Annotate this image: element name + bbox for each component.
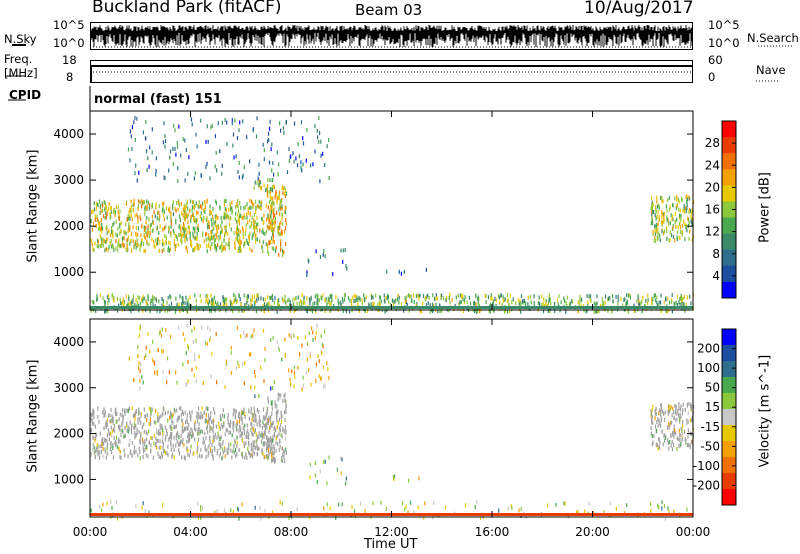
velocity-region-7 bbox=[90, 500, 688, 521]
power-region-5 bbox=[386, 267, 427, 276]
nsky-signal bbox=[90, 25, 693, 47]
xtick-label: 12:00 bbox=[374, 525, 409, 539]
velocity-frame bbox=[89, 318, 694, 518]
power-colorbar-segment bbox=[722, 265, 736, 283]
power-colorbar-segment bbox=[722, 217, 736, 235]
power-colorbar-label: 4 bbox=[712, 269, 720, 283]
power-colorbar-segment bbox=[722, 233, 736, 251]
nave-tick-bottom: 0 bbox=[708, 70, 716, 84]
x-axis-label: Time UT bbox=[364, 537, 418, 552]
nsky-label: N.Sky bbox=[4, 32, 37, 46]
velocity-region-1 bbox=[266, 392, 287, 464]
cpid-label: CPID bbox=[9, 88, 42, 102]
nsearch-tick-bottom: 10^0 bbox=[708, 36, 740, 50]
velocity-region-5 bbox=[392, 474, 420, 483]
velocity-colorbar-label: -100 bbox=[693, 459, 720, 473]
freq-tick-bottom: 8 bbox=[66, 70, 74, 84]
velocity-colorbar-label: 15 bbox=[705, 400, 720, 414]
velocity-colorbar-label: 50 bbox=[705, 381, 720, 395]
nsky-tick-bottom: 10^0 bbox=[53, 36, 85, 50]
power-colorbar-label: 28 bbox=[705, 136, 720, 150]
xtick-label: 08:00 bbox=[274, 525, 309, 539]
power-region-4 bbox=[306, 248, 348, 278]
velocity-region-2 bbox=[254, 386, 272, 399]
power-colorbar-segment bbox=[722, 153, 736, 170]
power-colorbar-segment bbox=[722, 249, 736, 267]
velocity-colorbar-segment bbox=[722, 489, 736, 506]
xtick-label: 04:00 bbox=[173, 525, 208, 539]
velocity-region-0 bbox=[90, 406, 274, 461]
nsearch-label: N.Search bbox=[747, 31, 799, 45]
velocity-colorbar-segment bbox=[722, 441, 736, 458]
beam-label: Beam 03 bbox=[355, 1, 423, 19]
velocity-ytick-label: 4000 bbox=[53, 335, 84, 349]
power-colorbar-label: 24 bbox=[705, 158, 720, 172]
velocity-ytick-label: 1000 bbox=[53, 472, 84, 486]
power-ytick-label: 2000 bbox=[53, 219, 84, 233]
power-colorbar-label: 16 bbox=[705, 203, 720, 217]
velocity-colorbar-label: -15 bbox=[700, 420, 720, 434]
nave-label: Nave bbox=[756, 63, 786, 77]
power-colorbar-segment bbox=[722, 121, 736, 138]
velocity-colorbar-segment bbox=[722, 361, 736, 378]
velocity-colorbar-segment bbox=[722, 329, 736, 346]
xtick-label: 16:00 bbox=[475, 525, 510, 539]
power-region-2 bbox=[253, 178, 275, 193]
power-ytick-label: 3000 bbox=[53, 173, 84, 187]
velocity-colorbar-segment bbox=[722, 409, 736, 426]
power-colorbar-segment bbox=[722, 185, 736, 202]
velocity-colorbar-segment bbox=[722, 457, 736, 474]
power-colorbar-label: 8 bbox=[712, 247, 720, 261]
velocity-colorbar-segment bbox=[722, 377, 736, 394]
date-label: 10/Aug/2017 bbox=[584, 0, 694, 18]
power-ytick-label: 4000 bbox=[53, 127, 84, 141]
velocity-colorbar-label: 100 bbox=[697, 361, 720, 375]
velocity-region-4 bbox=[309, 455, 347, 486]
power-frame bbox=[89, 110, 694, 311]
xtick-label: 00:00 bbox=[73, 525, 108, 539]
power-colorbar-label: 20 bbox=[705, 180, 720, 194]
nsky-tick-top: 10^5 bbox=[53, 18, 85, 32]
velocity-colorbar-label: 200 bbox=[697, 342, 720, 356]
power-scatter bbox=[90, 115, 695, 314]
power-region-6 bbox=[650, 194, 695, 243]
nsky-trace bbox=[90, 25, 693, 47]
xtick-label: 20:00 bbox=[575, 525, 610, 539]
velocity-colorbar-label: -50 bbox=[700, 439, 720, 453]
velocity-colorbar-label: -200 bbox=[693, 478, 720, 492]
velocity-colorbar-frame bbox=[721, 328, 737, 506]
cpid-mode-text: normal (fast) 151 bbox=[94, 92, 222, 107]
velocity-colorbar-segment bbox=[722, 345, 736, 362]
power-region-0 bbox=[90, 198, 275, 254]
xtick-label: 00:00 bbox=[676, 525, 711, 539]
station-title: Buckland Park (fitACF) bbox=[92, 0, 282, 17]
freq-label: Freq. bbox=[4, 52, 33, 66]
nsearch-tick-top: 10^5 bbox=[708, 18, 740, 32]
power-colorbar-segment bbox=[722, 281, 736, 299]
power-ytick-label: 1000 bbox=[53, 265, 84, 279]
velocity-colorbar-segment bbox=[722, 473, 736, 490]
power-colorbar-segment bbox=[722, 169, 736, 186]
velocity-region-6 bbox=[650, 401, 695, 452]
power-region-7 bbox=[90, 293, 694, 314]
velocity-colorbar-segment bbox=[722, 425, 736, 442]
freq-tick-top: 18 bbox=[62, 53, 77, 67]
velocity-ytick-label: 2000 bbox=[53, 427, 84, 441]
velocity-colorbar-segment bbox=[722, 393, 736, 410]
velocity-scatter bbox=[90, 323, 695, 521]
power-colorbar-segment bbox=[722, 137, 736, 154]
velocity-ytick-label: 3000 bbox=[53, 381, 84, 395]
velocity-region-3 bbox=[128, 323, 330, 392]
power-colorbar-label: 12 bbox=[705, 225, 720, 239]
nave-tick-top: 60 bbox=[708, 53, 723, 67]
power-region-3 bbox=[127, 115, 330, 184]
power-colorbar-segment bbox=[722, 201, 736, 219]
